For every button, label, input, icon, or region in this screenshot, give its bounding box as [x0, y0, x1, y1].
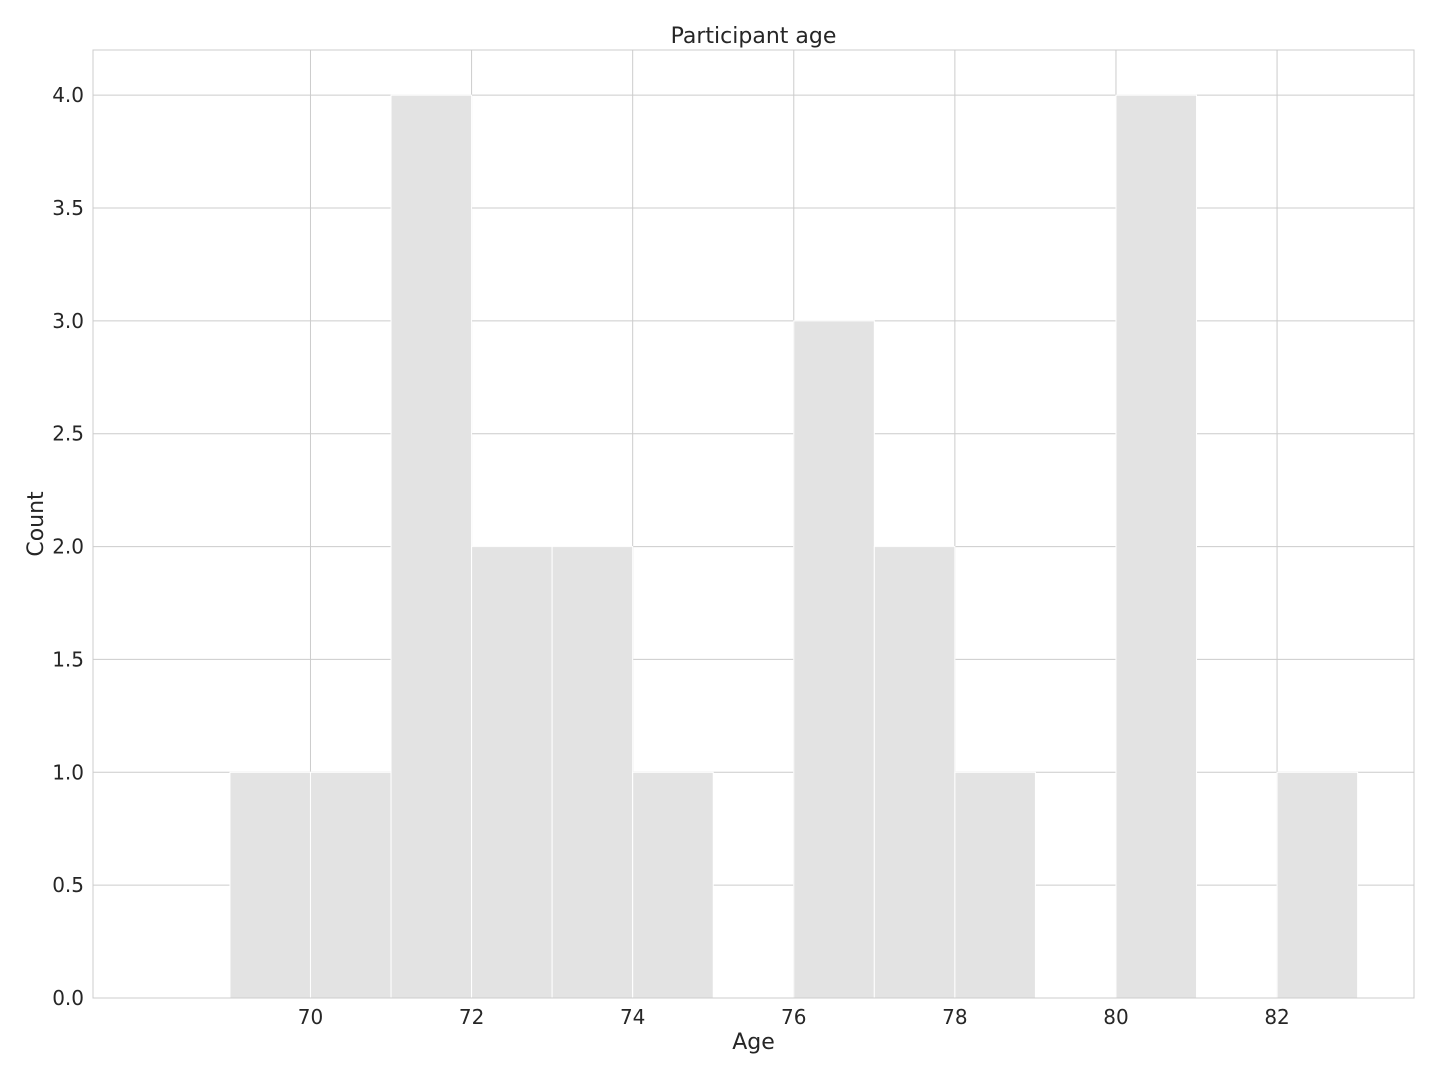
- x-tick-label-2: 74: [620, 1005, 645, 1029]
- y-tick-labels: 0.0 0.5 1.0 1.5 2.0 2.5 3.0 3.5 4.0: [52, 83, 84, 1010]
- y-tick-label-3: 1.5: [52, 647, 84, 671]
- x-tick-label-1: 72: [459, 1005, 484, 1029]
- histogram-bar-2: [390, 94, 473, 999]
- y-tick-label-7: 3.5: [52, 196, 84, 220]
- y-tick-label-1: 0.5: [52, 873, 84, 897]
- y-tick-label-6: 3.0: [52, 309, 84, 333]
- y-tick-label-2: 1.0: [52, 760, 84, 784]
- x-tick-label-0: 70: [298, 1005, 323, 1029]
- histogram-bar-7: [793, 320, 875, 999]
- histogram-bar-13: [1276, 771, 1359, 999]
- x-tick-label-3: 76: [781, 1005, 806, 1029]
- x-tick-labels: 70 72 74 76 78 80 82: [298, 1005, 1290, 1029]
- histogram-bar-4: [551, 546, 634, 999]
- y-tick-label-8: 4.0: [52, 83, 84, 107]
- histogram-bar-11: [1115, 94, 1198, 999]
- chart-title: Participant age: [671, 24, 837, 49]
- y-tick-label-4: 2.0: [52, 535, 84, 559]
- x-tick-label-5: 80: [1103, 1005, 1128, 1029]
- x-axis-label: Age: [732, 1030, 775, 1055]
- histogram-bar-9: [954, 771, 1036, 999]
- x-tick-label-6: 82: [1264, 1005, 1289, 1029]
- histogram-bar-8: [873, 546, 956, 999]
- histogram-bar-0: [229, 771, 311, 999]
- y-tick-label-0: 0.0: [52, 986, 84, 1010]
- x-tick-label-4: 78: [942, 1005, 967, 1029]
- histogram-bars: [229, 94, 1359, 999]
- plot-frame: [92, 49, 1415, 999]
- histogram-bar-5: [632, 771, 714, 999]
- y-tick-label-5: 2.5: [52, 422, 84, 446]
- y-axis-label: Count: [24, 491, 49, 557]
- histogram-bar-3: [471, 546, 553, 999]
- histogram-bar-1: [309, 771, 392, 999]
